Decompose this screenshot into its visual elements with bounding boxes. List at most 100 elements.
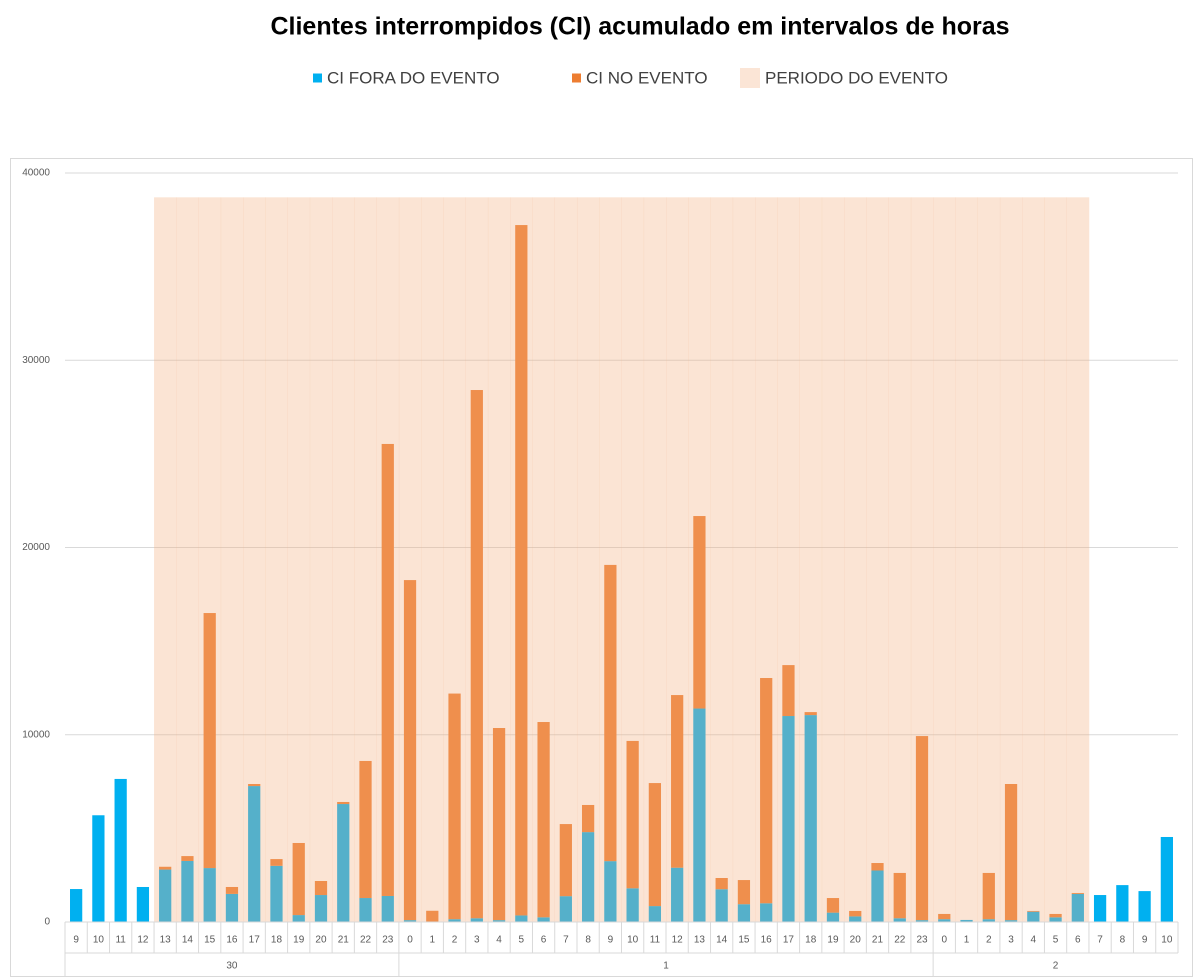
x-tick-label: 7	[1097, 935, 1103, 946]
event-period	[154, 197, 177, 922]
event-period	[866, 197, 889, 922]
event-period	[487, 197, 511, 922]
bar	[960, 919, 973, 922]
bar	[604, 861, 617, 922]
x-tick-label: 0	[941, 935, 947, 946]
bar	[448, 693, 461, 920]
bar	[893, 872, 906, 919]
bar	[782, 665, 795, 717]
event-period	[821, 197, 845, 922]
x-tick-label: 4	[1031, 935, 1037, 946]
bar	[1138, 891, 1151, 922]
x-tick-label: 0	[407, 935, 413, 946]
bar	[693, 708, 706, 922]
bar	[403, 580, 417, 921]
bar	[203, 613, 216, 869]
bar	[314, 880, 328, 896]
event-period	[888, 197, 912, 922]
x-tick-label: 10	[627, 935, 639, 946]
event-period	[243, 197, 266, 922]
bar	[181, 856, 194, 861]
event-period	[443, 197, 466, 922]
x-tick-label: 18	[271, 935, 283, 946]
bar	[871, 870, 884, 922]
bar	[938, 913, 951, 920]
bar	[604, 564, 617, 862]
x-tick-label: 13	[160, 935, 172, 946]
event-period	[799, 197, 823, 922]
bar	[314, 895, 328, 922]
bar	[225, 886, 239, 894]
x-tick-label: 15	[204, 935, 216, 946]
bar	[671, 695, 684, 868]
bar	[270, 865, 283, 922]
event-period	[1022, 197, 1045, 922]
bar	[359, 898, 372, 922]
x-tick-label: 19	[293, 935, 305, 946]
x-tick-label: 12	[137, 935, 149, 946]
event-period	[910, 197, 934, 922]
bar	[292, 842, 305, 916]
bar	[1004, 783, 1018, 921]
x-tick-label: 6	[1075, 935, 1081, 946]
bar	[1093, 895, 1107, 922]
bar	[114, 778, 127, 922]
x-tick-label: 13	[694, 935, 706, 946]
bar	[737, 904, 751, 922]
bar	[938, 919, 951, 922]
bar	[1049, 917, 1062, 922]
x-tick-label: 9	[608, 935, 614, 946]
bar	[292, 915, 305, 922]
event-period	[398, 197, 422, 922]
x-tick-label: 2	[452, 935, 458, 946]
legend-swatch	[572, 73, 581, 83]
x-tick-label: 10	[93, 935, 105, 946]
bar	[871, 863, 884, 871]
x-tick-label: 3	[474, 935, 480, 946]
x-tick-label: 12	[672, 935, 684, 946]
bar	[760, 903, 773, 922]
bar	[1071, 893, 1084, 922]
bar	[492, 920, 506, 922]
y-tick-label: 10000	[22, 729, 50, 740]
y-tick-label: 0	[44, 917, 50, 928]
legend-label: CI NO EVENTO	[586, 68, 708, 87]
x-tick-label: 11	[115, 935, 126, 946]
x-tick-label: 1	[964, 935, 970, 946]
event-period	[510, 197, 533, 922]
bar	[559, 824, 572, 897]
bar	[915, 736, 929, 921]
bar	[804, 715, 817, 922]
bar	[203, 868, 216, 922]
bar	[159, 866, 172, 870]
event-period	[421, 197, 444, 922]
bar	[359, 760, 372, 899]
bar	[826, 912, 840, 922]
x-tick-label: 14	[182, 935, 194, 946]
x-tick-label: 19	[827, 935, 839, 946]
x-tick-label: 5	[1053, 935, 1059, 946]
bar	[715, 889, 728, 922]
event-period	[354, 197, 377, 922]
x-tick-label: 5	[519, 935, 525, 946]
y-tick-label: 20000	[22, 542, 50, 553]
bar	[1071, 892, 1084, 894]
event-period	[265, 197, 288, 922]
bar	[671, 867, 684, 922]
bar	[581, 804, 595, 833]
bar	[426, 910, 439, 922]
bar	[626, 740, 639, 889]
x-tick-label: 21	[872, 935, 884, 946]
x-tick-label: 15	[738, 935, 750, 946]
event-period	[643, 197, 667, 922]
bar	[381, 895, 394, 922]
group-label: 1	[663, 961, 669, 972]
bar	[693, 516, 706, 709]
x-tick-label: 14	[716, 935, 728, 946]
bar	[181, 860, 194, 922]
bar	[760, 678, 773, 904]
bar	[448, 919, 461, 922]
event-period	[220, 197, 244, 922]
bar	[470, 390, 483, 919]
